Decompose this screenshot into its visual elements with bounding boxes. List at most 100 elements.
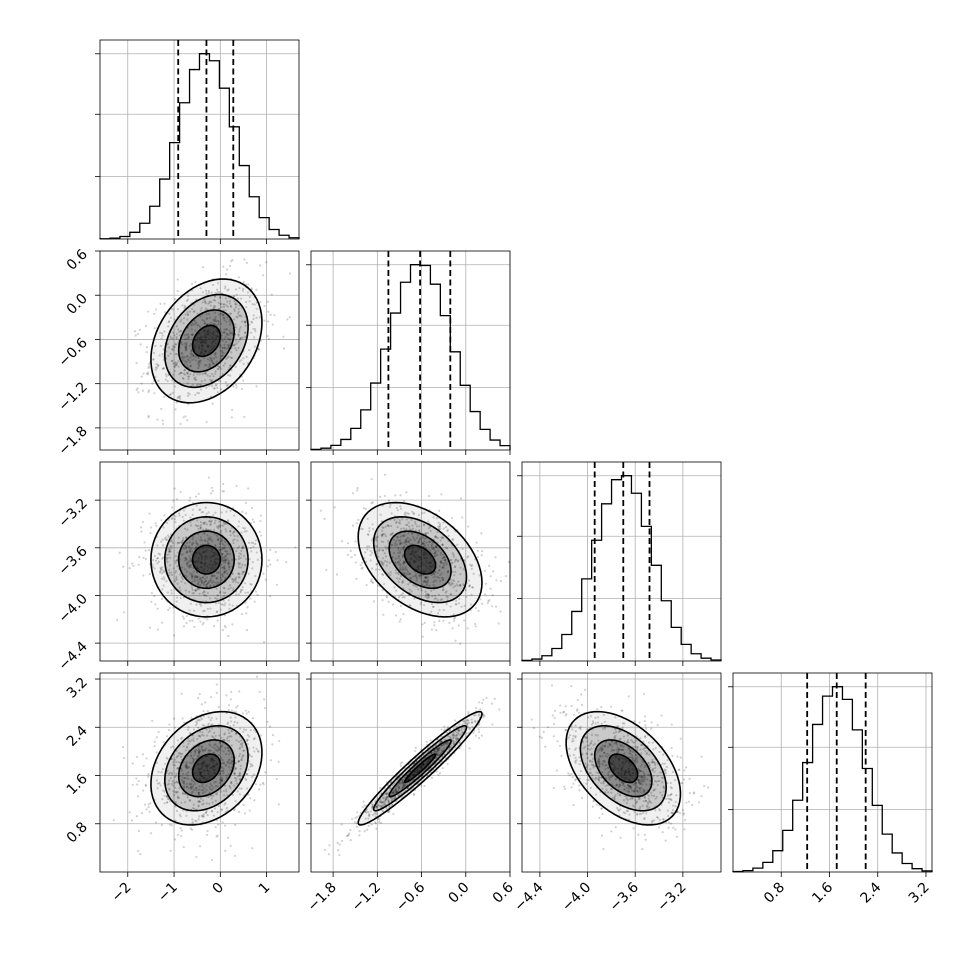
sample-point (604, 777, 608, 780)
sample-point (232, 809, 236, 812)
sample-point (161, 621, 164, 624)
sample-point (230, 756, 234, 759)
sample-point (278, 739, 281, 743)
sample-point (474, 606, 478, 610)
sample-point (241, 741, 244, 745)
sample-point (423, 511, 426, 514)
sample-point (213, 575, 216, 578)
scatter-frame (310, 461, 511, 662)
sample-point (210, 492, 213, 495)
sample-point (197, 360, 201, 363)
sample-point (427, 520, 430, 523)
sample-point (584, 745, 587, 749)
sample-point (267, 559, 271, 562)
sample-point (227, 721, 230, 724)
sample-point (93, 363, 95, 365)
sample-point (216, 748, 220, 751)
sample-point (211, 385, 214, 388)
sample-point (215, 288, 219, 291)
sample-point (412, 512, 416, 515)
sample-point (237, 525, 240, 528)
sample-point (228, 758, 231, 761)
sample-point (219, 303, 222, 306)
sample-point (193, 578, 196, 581)
sample-point (211, 723, 214, 726)
sample-point (190, 350, 193, 353)
sample-point (195, 383, 198, 387)
sample-point (223, 303, 226, 306)
sample-point (213, 781, 216, 784)
sample-point (437, 527, 441, 530)
sample-point (393, 797, 396, 800)
sample-point (198, 800, 201, 803)
sample-point (642, 790, 645, 794)
sample-point (215, 717, 218, 720)
sample-point (403, 561, 406, 564)
sample-point (174, 343, 178, 346)
sample-point (546, 726, 549, 729)
sample-point (418, 540, 421, 543)
sample-point (244, 324, 247, 327)
sample-point (402, 612, 405, 616)
sample-point (184, 558, 188, 561)
sample-point (179, 320, 182, 323)
sample-point (242, 749, 245, 752)
sample-point (191, 535, 194, 539)
sample-point (205, 363, 208, 367)
sample-point (652, 748, 655, 751)
sample-point (205, 809, 208, 813)
sample-point (145, 808, 148, 811)
sample-point (185, 575, 188, 578)
sample-point (224, 297, 227, 300)
sample-point (399, 764, 403, 767)
sample-point (188, 564, 191, 567)
sample-point (465, 732, 468, 735)
sample-point (424, 595, 427, 598)
sample-point (203, 724, 206, 727)
sample-point (507, 560, 510, 564)
sample-point (445, 526, 448, 529)
sample-point (408, 528, 411, 531)
sample-point (201, 731, 204, 734)
sample-point (456, 737, 459, 740)
sample-point (441, 565, 444, 569)
sample-point (239, 590, 242, 593)
sample-point (245, 773, 248, 776)
sample-point (231, 759, 234, 762)
sample-point (464, 589, 467, 592)
sample-point (224, 381, 227, 384)
sample-point (223, 362, 227, 365)
sample-point (219, 748, 222, 752)
sample-point (184, 545, 187, 548)
sample-point (214, 780, 217, 784)
sample-point (437, 746, 441, 750)
sample-point (390, 533, 394, 536)
sample-point (173, 764, 176, 767)
sample-point (161, 353, 164, 356)
panel-content (522, 673, 721, 872)
sample-point (439, 527, 442, 531)
sample-point (375, 537, 378, 540)
sample-point (387, 800, 390, 803)
sample-point (394, 542, 397, 545)
sample-point (637, 798, 640, 801)
hist-frame-0 (99, 39, 300, 240)
sample-point (462, 583, 465, 586)
sample-point (171, 745, 175, 748)
sample-point (254, 539, 258, 542)
sample-point (617, 808, 620, 811)
sample-point (436, 572, 439, 575)
sample-point (244, 321, 247, 324)
sample-point (415, 536, 418, 540)
sample-point (175, 336, 178, 339)
sample-point (193, 319, 196, 322)
sample-point (402, 783, 405, 787)
sample-point (408, 604, 411, 607)
sample-point (233, 768, 236, 771)
sample-point (232, 541, 235, 545)
sample-point (170, 545, 173, 548)
sample-point (356, 815, 359, 818)
sample-point (391, 543, 394, 547)
sample-point (410, 590, 413, 593)
sample-point (403, 573, 406, 576)
